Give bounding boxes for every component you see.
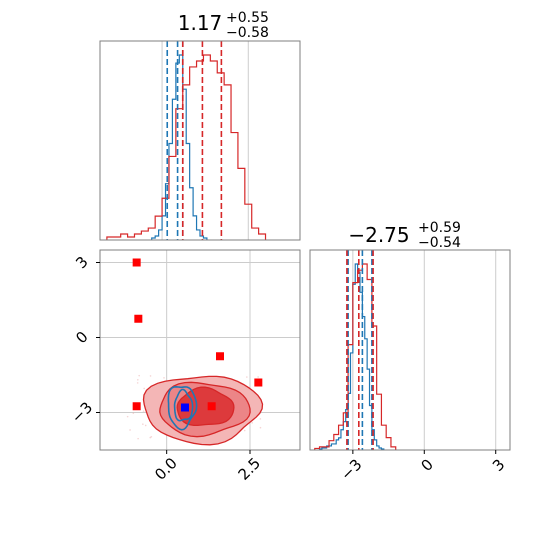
background-sample-point bbox=[126, 415, 129, 418]
red-histogram-step bbox=[106, 54, 267, 240]
background-sample-point bbox=[149, 436, 152, 439]
blue-histogram-step bbox=[151, 54, 208, 240]
quantile-lines bbox=[166, 41, 223, 240]
background-sample-point bbox=[137, 437, 139, 440]
histogram-series bbox=[314, 263, 397, 450]
background-sample-point bbox=[246, 376, 248, 378]
panel-title-sup-param1: +0.55 bbox=[226, 10, 269, 26]
histogram-panel-param2: −3 0 3 −2.75 +0.59 −0.54 bbox=[309, 220, 511, 484]
background-sample-point bbox=[144, 424, 147, 427]
x-tick-labels: 0.0 2.5 bbox=[151, 450, 264, 484]
background-sample-point bbox=[243, 429, 246, 432]
blue-contour-outer bbox=[167, 385, 198, 431]
background-sample-point bbox=[142, 410, 145, 412]
background-sample-point bbox=[129, 429, 131, 431]
quantile-lines bbox=[346, 250, 374, 450]
background-sample-point bbox=[149, 375, 152, 377]
panel-title-sub-param2: −0.54 bbox=[418, 235, 461, 251]
blue-density-contours bbox=[167, 385, 198, 431]
blue-square-marker bbox=[181, 403, 189, 412]
blue-histogram-step bbox=[318, 263, 385, 450]
red-square-marker bbox=[134, 314, 143, 323]
markers bbox=[132, 258, 263, 412]
background-sample-point bbox=[132, 412, 135, 415]
axes-frame bbox=[309, 249, 511, 451]
panel-title-sup-param2: +0.59 bbox=[418, 220, 461, 236]
red-square-marker bbox=[132, 402, 141, 411]
x-tick-label: 3 bbox=[489, 456, 508, 475]
background-sample-point bbox=[143, 387, 145, 390]
x-tick-labels: −3 0 3 bbox=[337, 450, 508, 484]
background-sample-point bbox=[150, 435, 153, 438]
red-density-contours bbox=[142, 375, 264, 446]
grid-lines bbox=[352, 250, 497, 450]
background-sample-point bbox=[257, 376, 259, 378]
y-tick-label: 3 bbox=[72, 253, 91, 272]
x-tick-label: 0 bbox=[418, 456, 437, 475]
axes-frame bbox=[99, 249, 301, 451]
background-sample-point bbox=[137, 378, 139, 381]
background-sample-point bbox=[138, 374, 140, 377]
panel-title-param2: −2.75 bbox=[348, 223, 409, 247]
grid-lines bbox=[161, 41, 249, 240]
x-tick-label: 2.5 bbox=[235, 454, 265, 484]
y-tick-label: 0 bbox=[72, 328, 91, 347]
histogram-series bbox=[106, 54, 267, 240]
joint-density-panel: 0.0 2.5 −3 0 3 bbox=[68, 249, 301, 484]
red-square-marker bbox=[132, 258, 141, 267]
red-square-marker bbox=[254, 378, 263, 387]
background-sample-point bbox=[259, 418, 262, 420]
red-histogram-step bbox=[314, 263, 397, 450]
red-square-marker bbox=[216, 352, 224, 361]
background-sample-point bbox=[163, 377, 165, 379]
background-sample-point bbox=[259, 426, 262, 429]
axes-frame bbox=[99, 40, 301, 241]
histogram-panel-param1: 1.17 +0.55 −0.58 bbox=[99, 10, 301, 241]
panel-title-sub-param1: −0.58 bbox=[226, 25, 269, 41]
x-tick-label: 0.0 bbox=[151, 454, 181, 484]
x-tick-label: −3 bbox=[337, 456, 365, 484]
y-tick-labels: −3 0 3 bbox=[68, 253, 100, 427]
red-square-marker bbox=[207, 402, 216, 411]
background-sample-point bbox=[251, 422, 253, 424]
background-sample-point bbox=[142, 423, 144, 425]
title-main: 1.17 bbox=[178, 11, 223, 35]
panel-title-param1: 1.17 bbox=[178, 11, 223, 35]
y-tick-label: −3 bbox=[68, 398, 96, 426]
background-sample-point bbox=[136, 382, 139, 384]
blue-contour-inner bbox=[173, 388, 194, 422]
